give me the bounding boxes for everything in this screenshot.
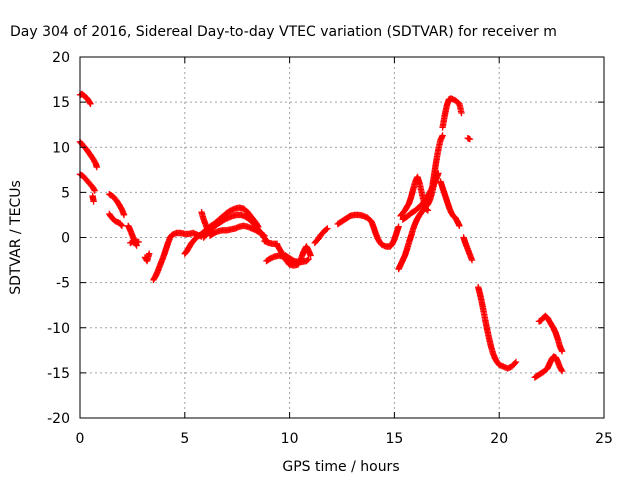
data-segment	[535, 312, 566, 355]
data-segment	[282, 252, 312, 266]
data-segment	[261, 237, 281, 247]
data-point-markers	[334, 211, 402, 250]
data-segment	[76, 90, 94, 108]
data-segment	[428, 132, 446, 192]
y-tick-label: 0	[61, 231, 70, 247]
data-segment	[531, 353, 566, 381]
data-point-markers	[106, 191, 128, 219]
y-tick-label: -10	[47, 321, 70, 337]
data-point-markers	[475, 283, 520, 372]
data-point-markers	[439, 95, 465, 131]
data-point-markers	[311, 225, 331, 247]
data-point-markers	[464, 135, 474, 143]
data-point-markers	[150, 229, 205, 284]
y-tick-label: 5	[61, 185, 70, 201]
y-tick-label: -5	[56, 276, 70, 292]
data-segment	[334, 211, 402, 250]
data-point-markers	[141, 250, 153, 265]
x-tick-label: 15	[385, 431, 403, 447]
data-segment	[460, 234, 476, 264]
data-point-markers	[206, 222, 268, 239]
data-segment	[437, 178, 463, 229]
data-point-markers	[106, 210, 126, 229]
data-point-markers	[437, 178, 463, 229]
y-tick-label: 10	[52, 140, 70, 156]
x-tick-label: 20	[490, 431, 508, 447]
x-tick-label: 10	[281, 431, 299, 447]
data-segment	[106, 191, 128, 219]
data-segment	[127, 237, 142, 247]
data-segment	[141, 250, 153, 265]
x-tick-label: 5	[180, 431, 189, 447]
data-segment	[106, 210, 126, 229]
data-segment	[89, 192, 97, 205]
y-tick-label: -15	[47, 366, 70, 382]
data-point-markers	[428, 132, 446, 192]
x-tick-label: 0	[76, 431, 85, 447]
grid	[80, 57, 604, 418]
data-point-markers	[282, 252, 312, 266]
data-segment	[311, 225, 331, 247]
chart-title: Day 304 of 2016, Sidereal Day-to-day VTE…	[10, 24, 557, 40]
data-segment	[475, 283, 520, 372]
data-series	[76, 90, 566, 381]
y-axis-label: SDTVAR / TECUs	[8, 180, 24, 295]
y-tick-label: -20	[47, 411, 70, 427]
data-point-markers	[89, 192, 97, 205]
x-axis-label: GPS time / hours	[282, 459, 399, 475]
data-segment	[198, 209, 212, 234]
data-point-markers	[261, 237, 281, 247]
data-segment	[464, 135, 474, 143]
data-point-markers	[198, 209, 212, 234]
axis-ticks: 0 5 10 15 20 25 -20 -15 -10 -5 0 5 10 15 20	[47, 50, 613, 447]
data-segment	[150, 229, 205, 284]
data-point-markers	[460, 234, 476, 264]
data-segment	[439, 95, 465, 131]
data-point-markers	[76, 90, 94, 108]
y-tick-label: 20	[52, 50, 70, 66]
data-point-markers	[127, 237, 142, 247]
x-tick-label: 25	[595, 431, 613, 447]
data-point-markers	[535, 312, 566, 355]
data-point-markers	[531, 353, 566, 381]
data-segment	[206, 222, 268, 239]
y-tick-label: 15	[52, 95, 70, 111]
